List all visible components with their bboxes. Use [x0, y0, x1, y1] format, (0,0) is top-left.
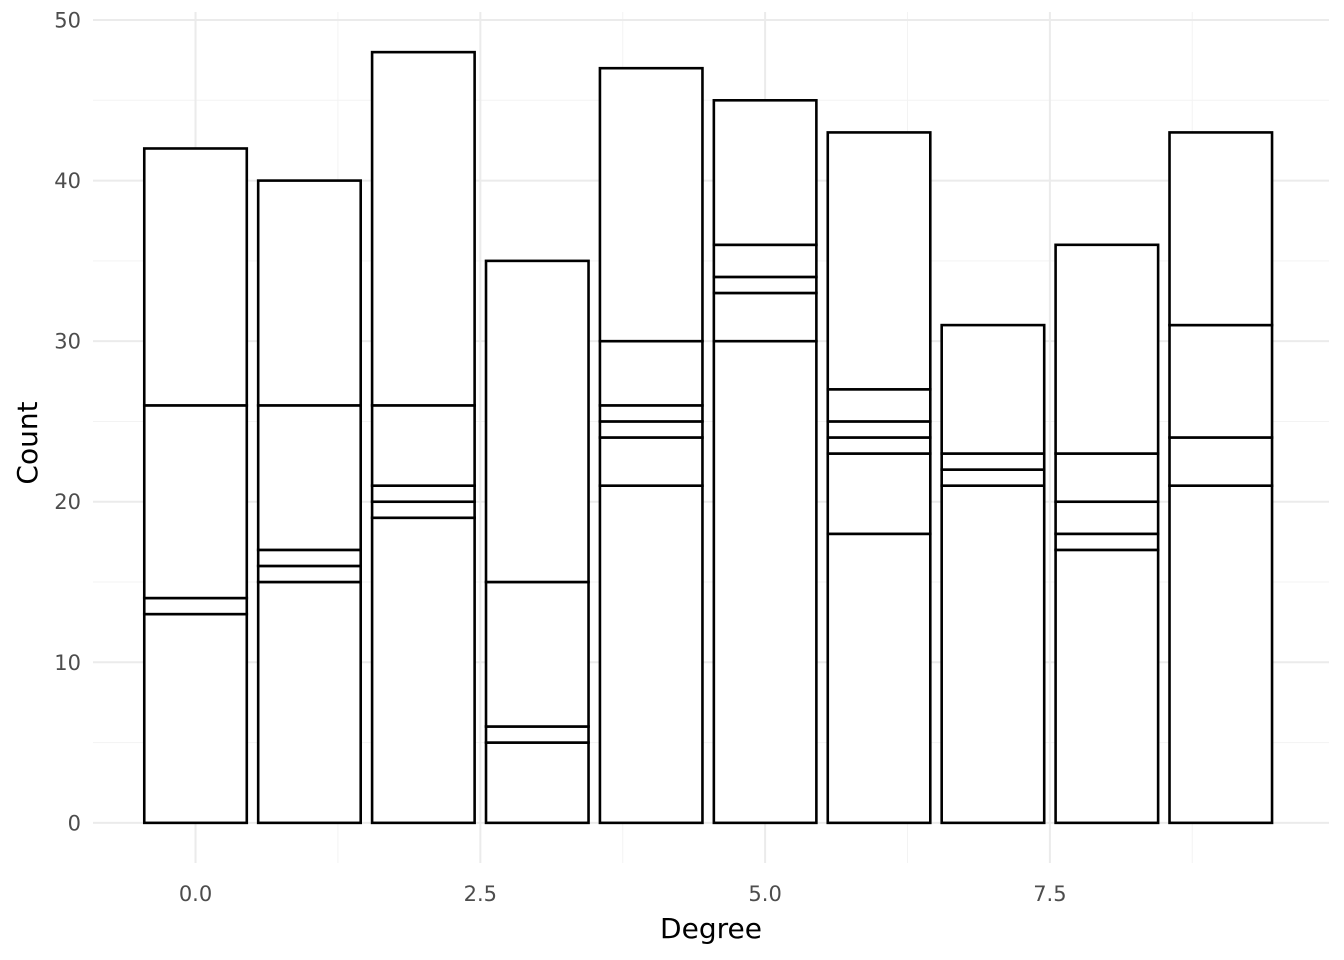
bar-segment — [1054, 500, 1160, 536]
bar-segment — [940, 323, 1046, 455]
bar-segment — [598, 404, 704, 423]
bar-segment — [940, 452, 1046, 471]
bar-segment — [598, 66, 704, 343]
bar-segment — [940, 484, 1046, 825]
bar-segment — [712, 291, 818, 343]
bar-segment — [256, 564, 363, 584]
y-tick-label: 10 — [54, 651, 81, 675]
bar-segment — [1054, 452, 1160, 504]
bar-segment — [370, 516, 476, 825]
bar-segment — [826, 420, 932, 439]
bar-stack-5 — [712, 99, 818, 825]
bar-segment — [598, 436, 704, 487]
bar-segment — [712, 243, 818, 279]
bar-segment — [1054, 532, 1160, 552]
bar-segment — [370, 50, 476, 407]
y-axis-tick-labels: 0 10 20 30 40 50 — [54, 9, 81, 836]
bars — [142, 50, 1274, 825]
y-tick-label: 0 — [68, 811, 81, 835]
bar-segment — [256, 404, 363, 552]
bar-segment — [712, 275, 818, 295]
y-axis-title: Count — [11, 401, 44, 484]
bar-stack-2 — [370, 50, 476, 825]
bar-segment — [940, 468, 1046, 487]
bar-segment — [1054, 548, 1160, 825]
x-axis-tick-labels: 0.0 2.5 5.0 7.5 — [179, 882, 1067, 906]
bar-segment — [1168, 131, 1274, 327]
x-tick-label: 7.5 — [1033, 882, 1066, 906]
bar-segment — [256, 179, 363, 407]
bar-segment — [826, 452, 932, 536]
bar-segment — [598, 484, 704, 825]
bar-segment — [142, 404, 249, 600]
bar-segment — [142, 596, 249, 616]
bar-segment — [370, 404, 476, 487]
bar-segment — [1168, 484, 1274, 825]
bar-stack-8 — [1054, 243, 1160, 825]
bar-segment — [142, 147, 249, 407]
y-tick-label: 50 — [54, 9, 81, 33]
y-tick-label: 20 — [54, 490, 81, 514]
bar-segment — [712, 339, 818, 825]
bar-segment — [1168, 436, 1274, 487]
bar-stack-4 — [598, 66, 704, 825]
bar-segment — [256, 548, 363, 568]
bar-segment — [256, 580, 363, 825]
bar-segment — [1168, 323, 1274, 439]
x-axis-title: Degree — [660, 912, 762, 945]
bar-segment — [370, 484, 476, 504]
bar-stack-9 — [1168, 131, 1274, 825]
bar-segment — [826, 436, 932, 455]
bar-stack-7 — [940, 323, 1046, 825]
bar-segment — [484, 741, 590, 825]
bar-segment — [598, 339, 704, 407]
bar-segment — [142, 612, 249, 825]
x-tick-label: 5.0 — [748, 882, 781, 906]
bar-segment — [712, 99, 818, 247]
bar-stack-1 — [256, 179, 363, 825]
bar-segment — [484, 580, 590, 728]
bar-segment — [598, 420, 704, 439]
bar-segment — [826, 131, 932, 391]
bar-stack-3 — [484, 259, 590, 825]
bar-segment — [484, 725, 590, 744]
x-tick-label: 0.0 — [179, 882, 212, 906]
y-tick-label: 30 — [54, 330, 81, 354]
bar-stack-6 — [826, 131, 932, 825]
y-tick-label: 40 — [54, 169, 81, 193]
bar-stack-0 — [142, 147, 249, 825]
x-tick-label: 2.5 — [464, 882, 497, 906]
bar-segment — [826, 388, 932, 423]
bar-segment — [826, 532, 932, 825]
bar-segment — [1054, 243, 1160, 455]
bar-segment — [370, 500, 476, 520]
bar-segment — [484, 259, 590, 584]
